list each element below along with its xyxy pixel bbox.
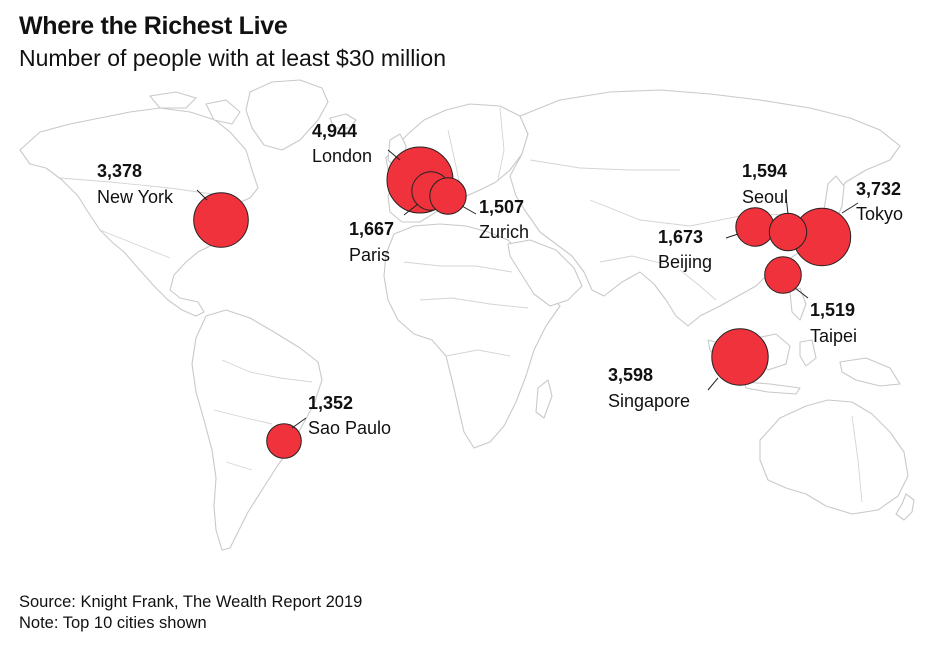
city-label-paris: Paris [349, 245, 390, 265]
landmass-sulawesi [799, 339, 817, 367]
land-layer [19, 79, 915, 551]
leader-line-taipei [794, 287, 809, 299]
value-label-zurich: 1,507 [479, 197, 524, 217]
value-label-sao-paulo: 1,352 [308, 393, 353, 413]
city-label-sao-paulo: Sao Paulo [308, 418, 391, 438]
chart-subtitle: Number of people with at least $30 milli… [19, 45, 447, 71]
landmass-asia [509, 89, 901, 327]
city-label-new-york: New York [97, 187, 174, 207]
city-label-singapore: Singapore [608, 391, 690, 411]
landmass-australia [759, 399, 909, 515]
landmass-greenland [245, 79, 329, 151]
bubble-zurich [429, 177, 467, 215]
landmass-new-guinea [839, 357, 901, 387]
city-label-london: London [312, 146, 372, 166]
bubble-taipei [764, 256, 802, 294]
city-label-zurich: Zurich [479, 222, 529, 242]
value-label-new-york: 3,378 [97, 161, 142, 181]
city-label-beijing: Beijing [658, 252, 712, 272]
leader-line-london [387, 149, 401, 161]
value-label-beijing: 1,673 [658, 227, 703, 247]
source-note: Source: Knight Frank, The Wealth Report … [19, 593, 363, 611]
landmass-arabia [507, 239, 583, 307]
leader-line-paris [403, 203, 419, 216]
leader-line-beijing [725, 233, 739, 239]
value-label-taipei: 1,519 [810, 300, 855, 320]
landmass-africa [383, 223, 561, 449]
value-label-london: 4,944 [312, 121, 357, 141]
value-label-paris: 1,667 [349, 219, 394, 239]
leader-line-zurich [461, 205, 477, 215]
country-borders [59, 107, 863, 503]
footnote: Note: Top 10 cities shown [19, 614, 207, 632]
landmass-baffin [205, 99, 241, 125]
value-label-singapore: 3,598 [608, 365, 653, 385]
value-label-tokyo: 3,732 [856, 179, 901, 199]
landmass-philippines [789, 287, 807, 321]
landmass-iceland [329, 113, 357, 129]
landmass-north-america [19, 107, 259, 317]
leader-line-singapore [707, 377, 719, 391]
city-bubbles [193, 146, 852, 459]
leader-line-tokyo [841, 202, 859, 214]
bubble-seoul [768, 212, 808, 252]
landmass-new-zealand [895, 493, 915, 521]
leader-line-new-york [196, 189, 208, 201]
city-label-tokyo: Tokyo [856, 204, 903, 224]
leader-line-sao-paulo [291, 417, 307, 429]
value-label-seoul: 1,594 [742, 161, 787, 181]
bubble-singapore [711, 328, 769, 386]
leader-line-seoul [785, 195, 789, 215]
bubble-sao-paulo [266, 423, 302, 459]
city-label-taipei: Taipei [810, 326, 857, 346]
landmass-java [743, 381, 801, 395]
bubble-new-york [193, 192, 249, 248]
landmass-madagascar [535, 379, 553, 419]
chart-title: Where the Richest Live [19, 12, 288, 40]
landmass-canadian-islands [149, 91, 197, 109]
city-label-seoul: Seoul [742, 187, 788, 207]
landmass-south-america [191, 309, 323, 551]
city-labels: 4,944 London 3,732 Tokyo 3,598 Singapore 3,378… [97, 121, 903, 438]
bubble-beijing [735, 207, 775, 247]
